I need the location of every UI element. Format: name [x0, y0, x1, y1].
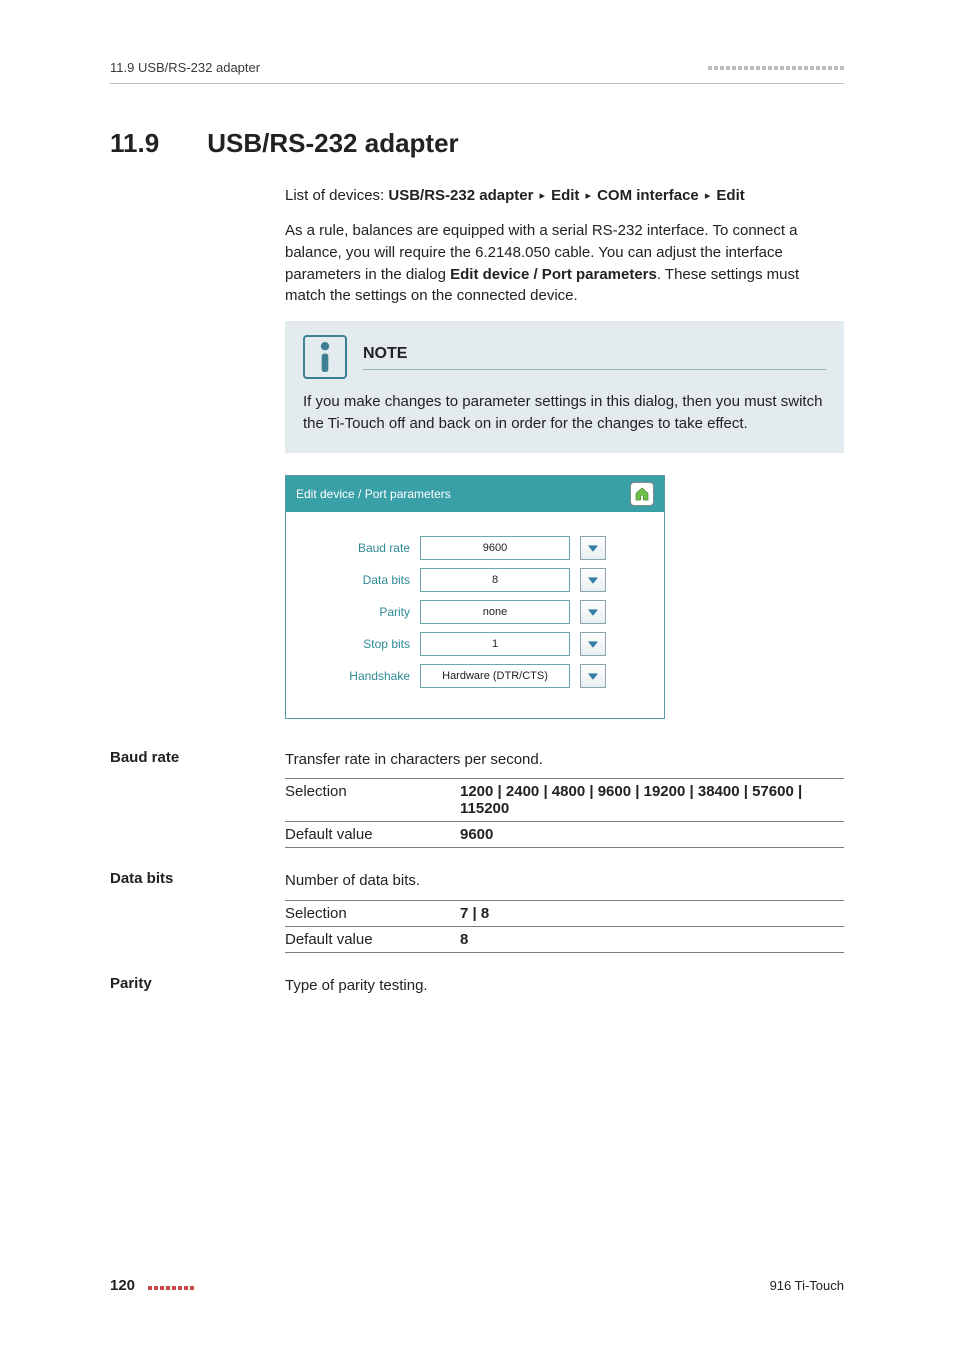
- param-label: Baud rate: [300, 541, 410, 555]
- dropdown-button[interactable]: [580, 632, 606, 656]
- page-number: 120: [110, 1277, 135, 1294]
- spec-block: ParityType of parity testing.: [285, 975, 844, 997]
- param-field[interactable]: 9600: [420, 536, 570, 560]
- breadcrumb-separator-icon: ▸: [579, 190, 597, 202]
- spec-key: Default value: [285, 927, 460, 953]
- param-row: Data bits 8: [300, 568, 650, 592]
- breadcrumb-part: Edit: [716, 187, 744, 204]
- spec-block: Baud rateTransfer rate in characters per…: [285, 749, 844, 849]
- breadcrumb: List of devices: USB/RS-232 adapter ▸ Ed…: [285, 187, 844, 204]
- table-row: Default value8: [285, 927, 844, 953]
- spec-table: Selection1200 | 2400 | 4800 | 9600 | 192…: [285, 778, 844, 848]
- note-title: NOTE: [363, 345, 826, 369]
- table-row: Selection7 | 8: [285, 901, 844, 927]
- param-row: Parity none: [300, 600, 650, 624]
- section-number: 11.9: [110, 128, 200, 159]
- spec-heading: Baud rate: [110, 749, 270, 766]
- page-footer: 120 916 Ti-Touch: [110, 1277, 844, 1294]
- breadcrumb-separator-icon: ▸: [533, 190, 551, 202]
- param-label: Stop bits: [300, 637, 410, 651]
- param-label: Parity: [300, 605, 410, 619]
- device-dialog: Edit device / Port parameters Baud rate 9…: [285, 475, 665, 719]
- param-row: Handshake Hardware (DTR/CTS): [300, 664, 650, 688]
- spec-value: 9600: [460, 822, 844, 848]
- param-label: Data bits: [300, 573, 410, 587]
- footer-dashes: [148, 1286, 194, 1290]
- section-heading: 11.9 USB/RS-232 adapter: [110, 128, 844, 159]
- running-header-text: 11.9 USB/RS-232 adapter: [110, 60, 260, 75]
- intro-paragraph: As a rule, balances are equipped with a …: [285, 220, 844, 307]
- param-field[interactable]: none: [420, 600, 570, 624]
- spec-value: 1200 | 2400 | 4800 | 9600 | 19200 | 3840…: [460, 779, 844, 822]
- table-row: Default value9600: [285, 822, 844, 848]
- param-field[interactable]: 8: [420, 568, 570, 592]
- spec-key: Default value: [285, 822, 460, 848]
- breadcrumb-part: COM interface: [597, 187, 699, 204]
- dropdown-button[interactable]: [580, 664, 606, 688]
- note-box: NOTE If you make changes to parameter se…: [285, 321, 844, 453]
- dropdown-button[interactable]: [580, 600, 606, 624]
- spec-description: Number of data bits.: [285, 870, 844, 892]
- spec-table: Selection7 | 8Default value8: [285, 900, 844, 953]
- note-rule: [363, 369, 826, 370]
- param-row: Baud rate 9600: [300, 536, 650, 560]
- breadcrumb-part: USB/RS-232 adapter: [388, 187, 533, 204]
- header-rule: [110, 83, 844, 84]
- spec-key: Selection: [285, 779, 460, 822]
- device-titlebar: Edit device / Port parameters: [286, 476, 664, 512]
- breadcrumb-separator-icon: ▸: [699, 190, 717, 202]
- param-label: Handshake: [300, 669, 410, 683]
- spec-description: Transfer rate in characters per second.: [285, 749, 844, 771]
- spec-description: Type of parity testing.: [285, 975, 844, 997]
- footer-product: 916 Ti-Touch: [770, 1278, 844, 1293]
- section-title: USB/RS-232 adapter: [207, 128, 458, 158]
- spec-value: 7 | 8: [460, 901, 844, 927]
- breadcrumb-prefix: List of devices:: [285, 187, 388, 204]
- device-title-text: Edit device / Port parameters: [296, 487, 451, 501]
- spec-value: 8: [460, 927, 844, 953]
- param-field[interactable]: 1: [420, 632, 570, 656]
- param-field[interactable]: Hardware (DTR/CTS): [420, 664, 570, 688]
- intro-bold: Edit device / Port parameters: [450, 266, 657, 283]
- note-body: If you make changes to parameter setting…: [303, 391, 826, 435]
- table-row: Selection1200 | 2400 | 4800 | 9600 | 192…: [285, 779, 844, 822]
- dropdown-button[interactable]: [580, 568, 606, 592]
- running-header: 11.9 USB/RS-232 adapter: [110, 60, 844, 75]
- spec-heading: Parity: [110, 975, 270, 992]
- param-row: Stop bits 1: [300, 632, 650, 656]
- header-dashes: [708, 66, 844, 70]
- info-icon: [303, 335, 347, 379]
- spec-block: Data bitsNumber of data bits.Selection7 …: [285, 870, 844, 953]
- breadcrumb-part: Edit: [551, 187, 579, 204]
- home-button[interactable]: [630, 482, 654, 506]
- spec-key: Selection: [285, 901, 460, 927]
- dropdown-button[interactable]: [580, 536, 606, 560]
- spec-heading: Data bits: [110, 870, 270, 887]
